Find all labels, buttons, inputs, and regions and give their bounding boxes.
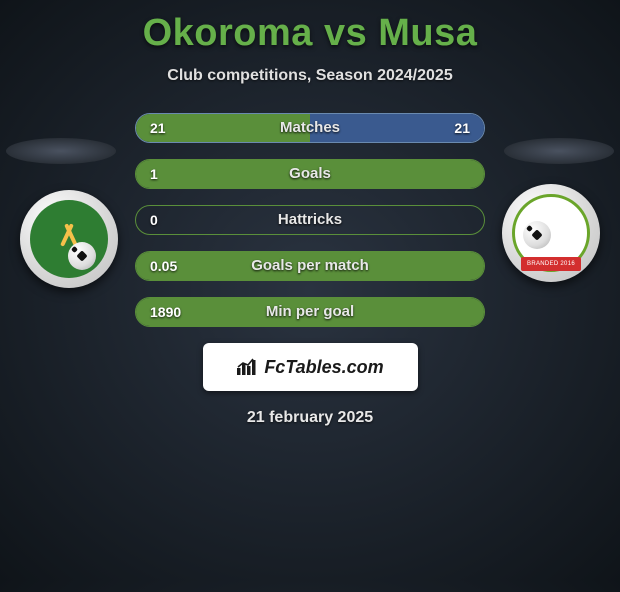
stat-row-hattricks: 0Hattricks [135, 205, 485, 235]
club-badge-right-inner: BRANDED 2016 [512, 194, 590, 272]
date-text: 21 february 2025 [0, 409, 620, 427]
chart-icon [236, 358, 258, 376]
platform-left [6, 138, 116, 164]
stat-row-matches: 2121Matches [135, 113, 485, 143]
soccer-ball-icon [523, 221, 551, 249]
stat-label: Matches [136, 114, 484, 143]
stat-row-goals: 1Goals [135, 159, 485, 189]
player-right-name: Musa [378, 12, 477, 54]
brand-box[interactable]: FcTables.com [203, 343, 418, 391]
club-badge-left [20, 190, 118, 288]
stat-label: Goals per match [136, 252, 484, 281]
platform-right [504, 138, 614, 164]
club-badge-right: BRANDED 2016 [502, 184, 600, 282]
stat-label: Hattricks [136, 206, 484, 235]
brand-text: FcTables.com [264, 357, 383, 378]
vs-separator: vs [324, 12, 378, 54]
soccer-ball-icon [68, 242, 96, 270]
stat-label: Goals [136, 160, 484, 189]
badge-band: BRANDED 2016 [521, 257, 581, 271]
stat-row-goals-per-match: 0.05Goals per match [135, 251, 485, 281]
stats-container: 2121Matches 1Goals 0Hattricks 0.05Goals per… [135, 113, 485, 327]
page-title: Okoroma vs Musa [0, 12, 620, 55]
stat-label: Min per goal [136, 298, 484, 327]
stat-row-min-per-goal: 1890Min per goal [135, 297, 485, 327]
subtitle: Club competitions, Season 2024/2025 [0, 67, 620, 85]
player-left-name: Okoroma [143, 12, 313, 54]
club-badge-left-inner [30, 200, 108, 278]
